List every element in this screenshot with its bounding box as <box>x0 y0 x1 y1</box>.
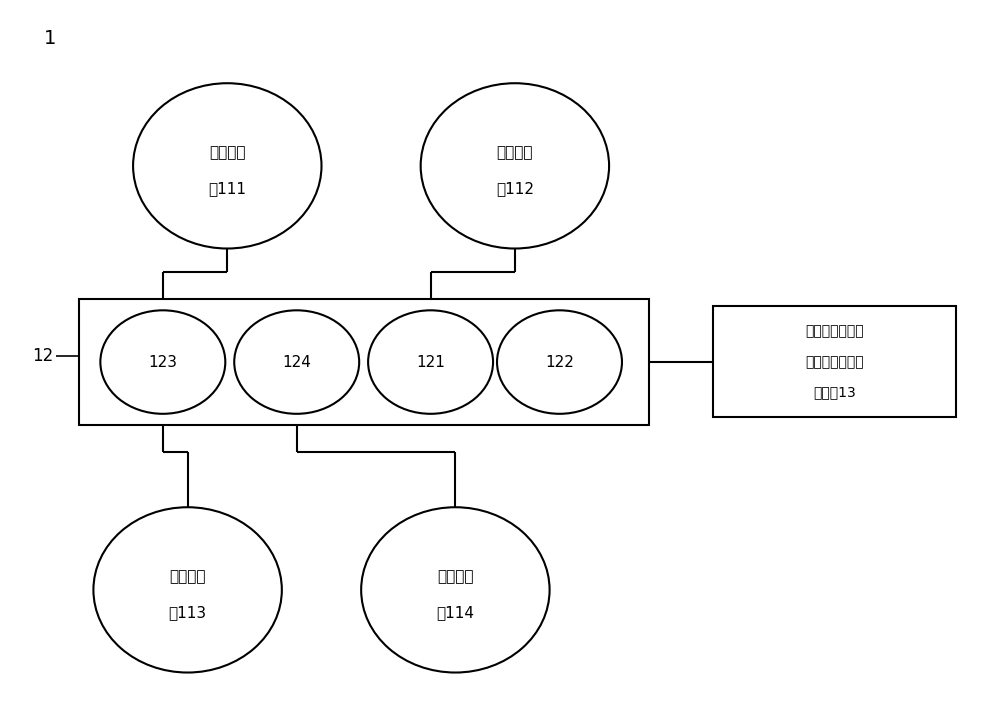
Text: 风111: 风111 <box>208 181 246 196</box>
Ellipse shape <box>361 507 550 672</box>
Ellipse shape <box>421 83 609 249</box>
Text: 12: 12 <box>32 348 53 365</box>
Text: 122: 122 <box>545 355 574 369</box>
Text: 道对应关系的构: 道对应关系的构 <box>805 355 864 369</box>
Text: 风113: 风113 <box>169 606 207 620</box>
Text: 第二麦克: 第二麦克 <box>497 145 533 161</box>
Text: 1: 1 <box>44 29 56 48</box>
Ellipse shape <box>100 310 225 414</box>
Text: 麦克风和声卡通: 麦克风和声卡通 <box>805 324 864 339</box>
Text: 第四麦克: 第四麦克 <box>437 569 474 585</box>
Ellipse shape <box>368 310 493 414</box>
Ellipse shape <box>234 310 359 414</box>
Text: 建装置13: 建装置13 <box>813 385 856 399</box>
Text: 第一麦克: 第一麦克 <box>209 145 246 161</box>
Ellipse shape <box>497 310 622 414</box>
Bar <box>79 299 649 425</box>
Bar <box>713 306 956 417</box>
Text: 121: 121 <box>416 355 445 369</box>
Text: 124: 124 <box>282 355 311 369</box>
Text: 风114: 风114 <box>436 606 474 620</box>
Text: 风112: 风112 <box>496 181 534 196</box>
Text: 123: 123 <box>148 355 177 369</box>
Text: 第三麦克: 第三麦克 <box>169 569 206 585</box>
Ellipse shape <box>133 83 322 249</box>
Ellipse shape <box>93 507 282 672</box>
